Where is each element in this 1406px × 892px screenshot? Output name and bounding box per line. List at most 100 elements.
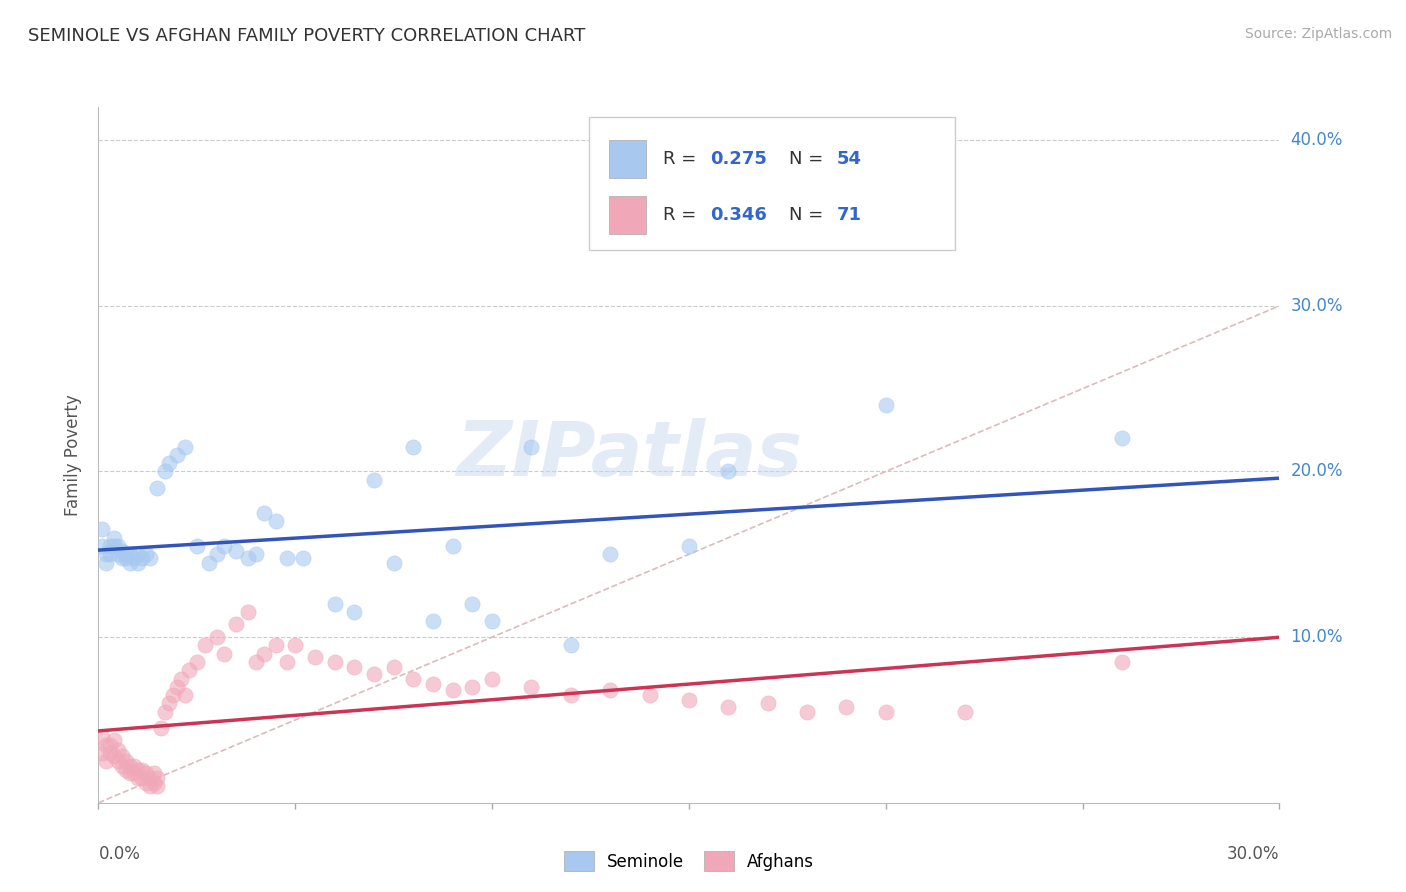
Point: [111, 550, 134, 565]
Point: [115, 755, 138, 769]
Point: [194, 639, 217, 653]
Point: [150, 721, 173, 735]
Point: [835, 699, 858, 714]
Point: [264, 639, 287, 653]
Point: [96, 547, 118, 561]
Point: [142, 776, 165, 790]
Text: 40.0%: 40.0%: [1291, 131, 1343, 149]
Point: [138, 771, 160, 785]
Point: [118, 759, 141, 773]
Point: [875, 705, 897, 719]
Point: [323, 597, 346, 611]
Y-axis label: Family Poverty: Family Poverty: [65, 394, 83, 516]
Point: [953, 705, 976, 719]
Point: [441, 683, 464, 698]
Point: [276, 550, 298, 565]
Point: [214, 647, 236, 661]
Point: [253, 506, 276, 520]
Text: N =: N =: [789, 206, 830, 224]
Point: [678, 693, 700, 707]
Point: [127, 771, 149, 785]
Point: [363, 473, 385, 487]
Text: 0.346: 0.346: [710, 206, 768, 224]
Point: [461, 597, 484, 611]
Point: [481, 672, 503, 686]
Point: [98, 738, 121, 752]
Point: [135, 766, 157, 780]
Point: [135, 547, 157, 561]
Text: 30.0%: 30.0%: [1227, 845, 1279, 863]
Point: [197, 556, 219, 570]
Point: [127, 556, 149, 570]
Point: [146, 779, 169, 793]
Text: ZIPatlas: ZIPatlas: [457, 418, 803, 491]
Point: [253, 647, 276, 661]
Point: [292, 550, 315, 565]
Point: [796, 705, 818, 719]
Point: [678, 539, 700, 553]
Point: [205, 547, 228, 561]
Point: [138, 779, 160, 793]
Point: [214, 539, 236, 553]
Point: [245, 547, 267, 561]
Text: 0.275: 0.275: [710, 150, 768, 169]
Point: [96, 738, 118, 752]
Point: [115, 547, 138, 561]
Point: [343, 660, 366, 674]
Point: [107, 743, 129, 757]
Point: [103, 732, 125, 747]
Point: [155, 705, 177, 719]
Point: [91, 523, 114, 537]
Point: [717, 465, 740, 479]
Point: [363, 666, 385, 681]
Text: 30.0%: 30.0%: [1291, 297, 1343, 315]
Point: [717, 699, 740, 714]
Point: [382, 556, 405, 570]
Text: R =: R =: [664, 150, 702, 169]
Point: [146, 481, 169, 495]
Point: [382, 660, 405, 674]
Point: [103, 539, 125, 553]
Point: [186, 539, 208, 553]
Point: [115, 550, 138, 565]
Point: [146, 771, 169, 785]
Point: [103, 749, 125, 764]
Point: [422, 614, 444, 628]
FancyBboxPatch shape: [589, 118, 955, 250]
Point: [122, 759, 145, 773]
Point: [96, 755, 118, 769]
Point: [323, 655, 346, 669]
Point: [177, 663, 200, 677]
Text: 71: 71: [837, 206, 862, 224]
Point: [174, 688, 197, 702]
Point: [157, 456, 180, 470]
Point: [422, 676, 444, 690]
Point: [98, 547, 121, 561]
Point: [520, 680, 543, 694]
Point: [441, 539, 464, 553]
Point: [461, 680, 484, 694]
Point: [98, 539, 121, 553]
Point: [599, 683, 621, 698]
Point: [638, 688, 661, 702]
Point: [111, 544, 134, 558]
Text: N =: N =: [789, 150, 830, 169]
Point: [131, 550, 153, 565]
Legend: Seminole, Afghans: Seminole, Afghans: [557, 845, 821, 878]
Point: [107, 755, 129, 769]
Point: [170, 672, 193, 686]
Point: [127, 547, 149, 561]
Point: [91, 746, 114, 760]
Point: [96, 556, 118, 570]
Point: [122, 766, 145, 780]
Point: [107, 539, 129, 553]
Point: [127, 763, 149, 777]
Point: [875, 398, 897, 412]
Point: [155, 465, 177, 479]
Point: [118, 547, 141, 561]
Point: [225, 544, 247, 558]
Point: [599, 547, 621, 561]
Point: [236, 550, 259, 565]
Point: [186, 655, 208, 669]
Point: [402, 440, 425, 454]
